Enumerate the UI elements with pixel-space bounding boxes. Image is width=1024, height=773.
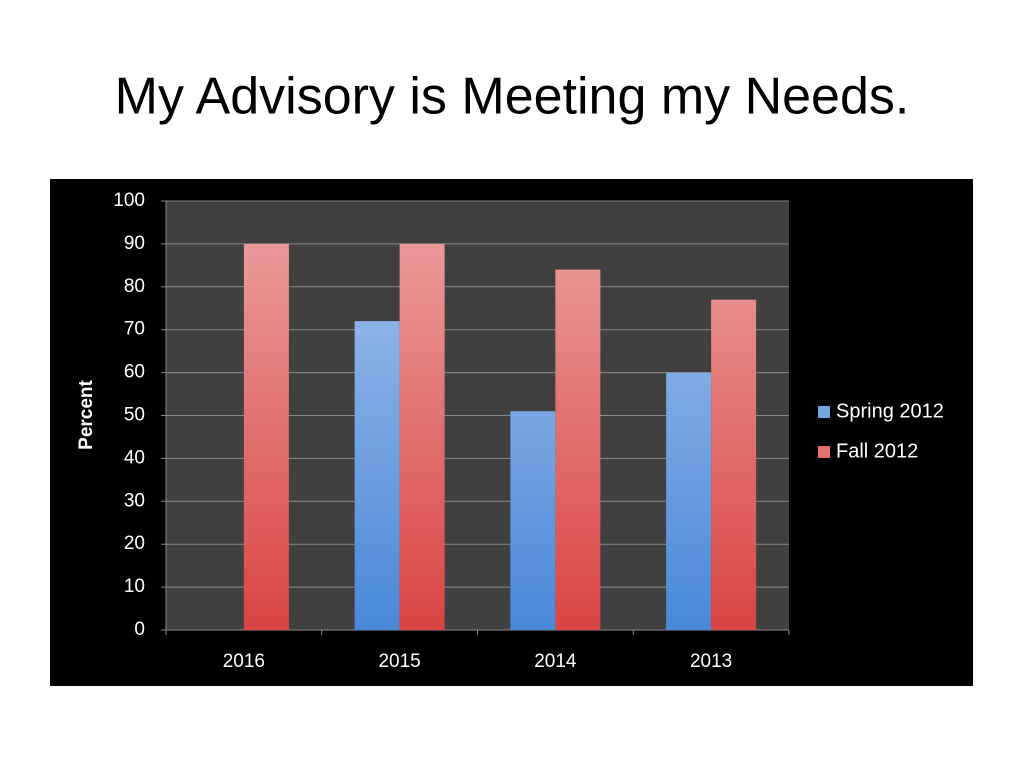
y-tick-label: 100	[113, 190, 145, 211]
bar	[510, 411, 556, 630]
legend-label: Spring 2012	[836, 400, 944, 422]
bar	[243, 243, 289, 630]
slide-title: My Advisory is Meeting my Needs.	[115, 68, 910, 126]
y-tick-label: 50	[124, 405, 145, 426]
y-tick-label: 40	[124, 447, 145, 468]
legend-swatch	[818, 406, 830, 418]
x-tick-label: 2013	[690, 651, 732, 672]
bar	[711, 299, 757, 630]
x-tick-label: 2016	[223, 651, 265, 672]
bar	[399, 243, 445, 630]
y-tick-label: 70	[124, 319, 145, 340]
y-tick-label: 60	[124, 362, 145, 383]
y-axis-label: Percent	[76, 379, 97, 449]
bar	[354, 321, 400, 630]
bar	[555, 269, 601, 630]
y-tick-label: 0	[134, 619, 145, 640]
y-tick-label: 90	[124, 233, 145, 254]
legend-swatch	[818, 446, 830, 458]
legend-label: Fall 2012	[836, 440, 918, 462]
y-tick-label: 30	[124, 490, 145, 511]
y-tick-label: 80	[124, 276, 145, 297]
bar	[666, 372, 712, 630]
y-tick-label: 20	[124, 533, 145, 554]
y-tick-label: 10	[124, 576, 145, 597]
x-tick-label: 2014	[534, 651, 577, 672]
x-tick-label: 2015	[378, 651, 420, 672]
